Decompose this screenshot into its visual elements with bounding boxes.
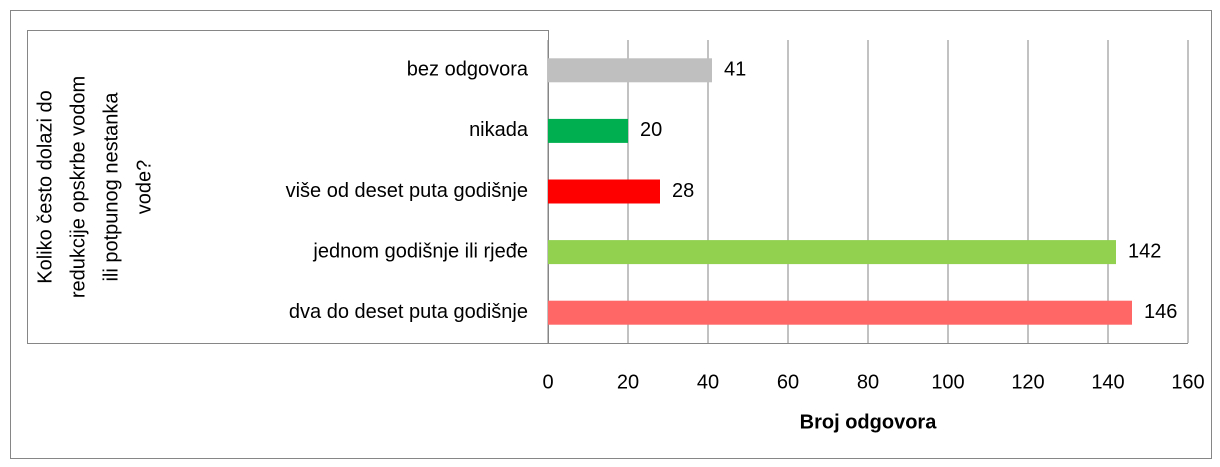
x-tick-label: 0 (542, 371, 553, 393)
data-label: 28 (672, 180, 694, 202)
x-tick-label: 60 (777, 371, 799, 393)
y-axis-title: redukcije opskrbe vodom (67, 76, 89, 298)
x-tick-label: 20 (617, 371, 639, 393)
y-axis-title: vode? (133, 160, 155, 215)
y-axis-title: ili potpunog nestanka (100, 92, 122, 282)
y-tick-label: nikada (469, 119, 529, 141)
data-label: 146 (1144, 301, 1177, 323)
x-tick-label: 100 (931, 371, 964, 393)
bar (548, 240, 1116, 265)
data-label: 41 (724, 59, 746, 81)
x-tick-label: 40 (697, 371, 719, 393)
y-tick-label: jednom godišnje ili rjeđe (312, 240, 528, 262)
y-tick-label: dva do deset puta godišnje (289, 301, 528, 323)
y-axis-title: Koliko često dolazi do (34, 90, 56, 283)
x-axis-title: Broj odgovora (800, 411, 938, 433)
data-label: 142 (1128, 240, 1161, 262)
x-tick-label: 160 (1171, 371, 1204, 393)
chart-border (10, 10, 1212, 459)
y-tick-label: više od deset puta godišnje (286, 180, 528, 202)
x-tick-label: 120 (1011, 371, 1044, 393)
bar (548, 118, 628, 143)
bar (548, 179, 660, 204)
y-tick-label: bez odgovora (407, 59, 529, 81)
bar (548, 300, 1132, 325)
data-label: 20 (640, 119, 662, 141)
x-tick-label: 80 (857, 371, 879, 393)
bar (548, 58, 712, 83)
x-tick-label: 140 (1091, 371, 1124, 393)
